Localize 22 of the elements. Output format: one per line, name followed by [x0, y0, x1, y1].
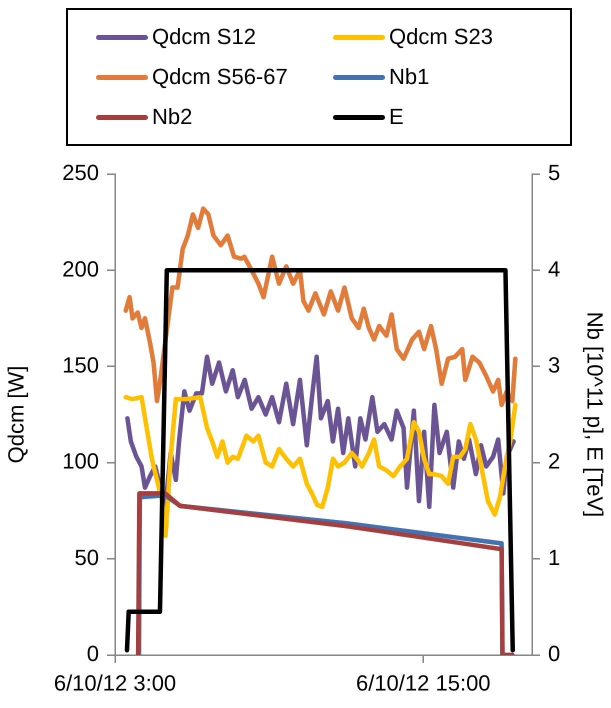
y-axis-title: Qdcm [W] [3, 366, 28, 464]
y-tick-label: 200 [62, 256, 99, 282]
y-tick-label: 250 [62, 160, 99, 186]
x-tick-label: 6/10/12 3:00 [54, 670, 176, 696]
y-tick-label: 50 [74, 544, 99, 570]
y2-tick-label: 3 [548, 352, 560, 378]
y-tick-label: 0 [86, 641, 99, 666]
x-tick-label: 6/10/12 15:00 [356, 670, 491, 696]
legend-label: Nb1 [389, 64, 430, 90]
legend-label: Qdcm S12 [152, 24, 256, 50]
y2-tick-label: 4 [548, 256, 560, 282]
y2-axis-title: Nb [10^11 p], E [TeV] [582, 312, 608, 518]
legend-label: Qdcm S23 [389, 24, 493, 50]
y2-tick-label: 5 [548, 160, 560, 186]
y-tick-label: 100 [62, 448, 99, 474]
legend-label: Nb2 [152, 104, 192, 130]
y2-tick-label: 0 [548, 641, 560, 666]
legend-label: E [389, 104, 404, 130]
y2-tick-label: 2 [548, 448, 560, 474]
y-tick-label: 150 [62, 352, 99, 378]
y2-tick-label: 1 [548, 544, 560, 570]
legend-label: Qdcm S56-67 [152, 64, 288, 90]
